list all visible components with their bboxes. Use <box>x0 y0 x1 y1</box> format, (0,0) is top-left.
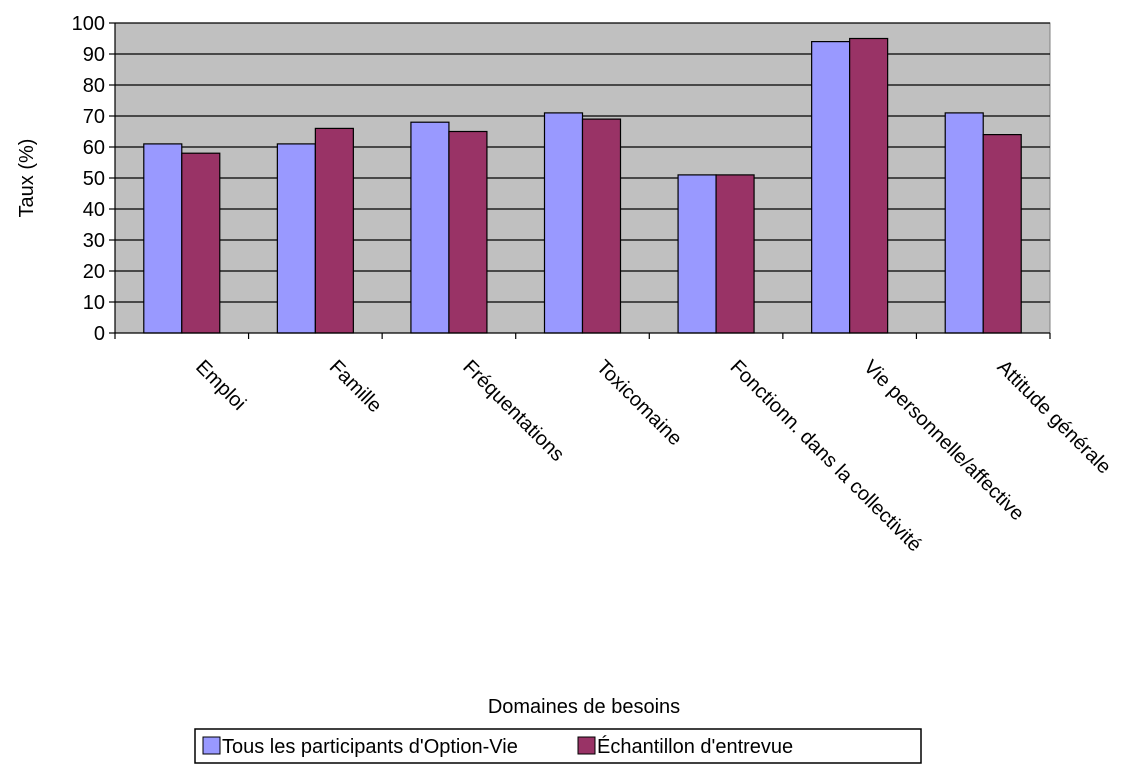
bar-series-2-7 <box>982 134 1022 334</box>
legend-box <box>194 728 922 764</box>
grid-lines <box>115 22 1050 303</box>
bar-series-2-2 <box>314 127 354 334</box>
legend-label-series-2: Échantillon d'entrevue <box>597 735 793 758</box>
legend-swatch-series-1 <box>202 736 221 755</box>
bar-series-2-4 <box>581 118 622 334</box>
y-tick-labels: 0 10 20 30 40 50 60 70 80 90 100 <box>72 13 105 345</box>
bar-series-1-5 <box>677 174 717 334</box>
x-category-label: Attitude générale <box>993 356 1115 478</box>
bar-series-1-2 <box>276 143 316 334</box>
bar-series-1-7 <box>944 112 984 334</box>
x-category-label: Fréquentations <box>458 356 568 466</box>
y-tick-label: 100 <box>72 13 105 35</box>
y-tick-label: 50 <box>83 168 105 190</box>
y-tick-label: 10 <box>83 292 105 314</box>
legend-label-series-1: Tous les participants d'Option-Vie <box>222 736 518 758</box>
x-category-label: Emploi <box>191 356 250 415</box>
bar-series-2-3 <box>448 130 488 334</box>
x-category-label: Famille <box>325 356 386 417</box>
bar-series-1-6 <box>811 40 851 334</box>
x-category-labels: Emploi Famille Fréquentations Toxicomaine Fo… <box>191 356 1115 556</box>
y-tick-label: 80 <box>83 75 105 97</box>
y-tick-label: 20 <box>83 261 105 283</box>
bar-series-2-6 <box>849 37 889 334</box>
x-axis-title: Domaines de besoins <box>488 696 680 718</box>
bar-series-1-4 <box>543 112 584 334</box>
y-tick-label: 0 <box>94 323 105 345</box>
bar-series-1-1 <box>143 143 183 334</box>
y-tick-label: 40 <box>83 199 105 221</box>
bar-series-2-1 <box>181 152 221 334</box>
y-tick-label: 70 <box>83 106 105 128</box>
legend: Tous les participants d'Option-Vie Échan… <box>194 728 922 764</box>
y-tick-label: 60 <box>83 137 105 159</box>
bar-series-1-3 <box>410 121 450 334</box>
y-tick-label: 90 <box>83 44 105 66</box>
y-tick-label: 30 <box>83 230 105 252</box>
y-axis-title: Taux (%) <box>16 139 38 218</box>
axes <box>109 22 1051 339</box>
x-category-label: Toxicomaine <box>592 356 686 450</box>
bar-series-2-5 <box>715 174 755 334</box>
legend-swatch-series-2 <box>577 736 596 755</box>
